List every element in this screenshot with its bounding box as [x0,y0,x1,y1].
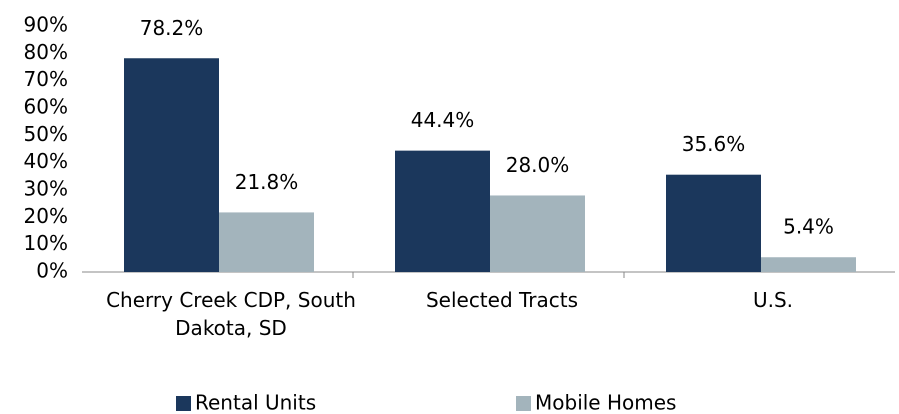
y-tick-label: 80% [24,40,68,64]
bar [124,58,219,273]
legend-swatch [176,396,191,411]
y-tick-label: 70% [24,67,68,91]
y-tick-label: 30% [24,177,68,201]
bar [761,257,856,272]
value-label: 5.4% [783,215,834,239]
x-tick-label: Selected Tracts [425,288,579,312]
value-label: 44.4% [411,108,475,132]
value-label: 28.0% [506,153,570,177]
value-label: 35.6% [682,132,746,156]
y-tick-label: 20% [24,204,68,228]
legend-swatch [516,396,531,411]
bar [666,174,761,272]
y-tick-label: 90% [24,13,68,37]
legend-label: Mobile Homes [535,391,676,414]
legend-label: Rental Units [195,391,316,414]
x-tick-label: U.S. [752,288,794,312]
value-label: 78.2% [140,16,204,40]
value-label: 21.8% [235,170,299,194]
bar [219,212,314,272]
bar [490,195,585,272]
bar [395,150,490,272]
y-tick-label: 40% [24,149,68,173]
y-tick-label: 50% [24,122,68,146]
y-tick-label: 60% [24,95,68,119]
x-tick-label: Cherry Creek CDP, South Dakota, SD [106,288,356,340]
y-tick-label: 10% [24,231,68,255]
y-tick-label: 0% [36,259,68,283]
